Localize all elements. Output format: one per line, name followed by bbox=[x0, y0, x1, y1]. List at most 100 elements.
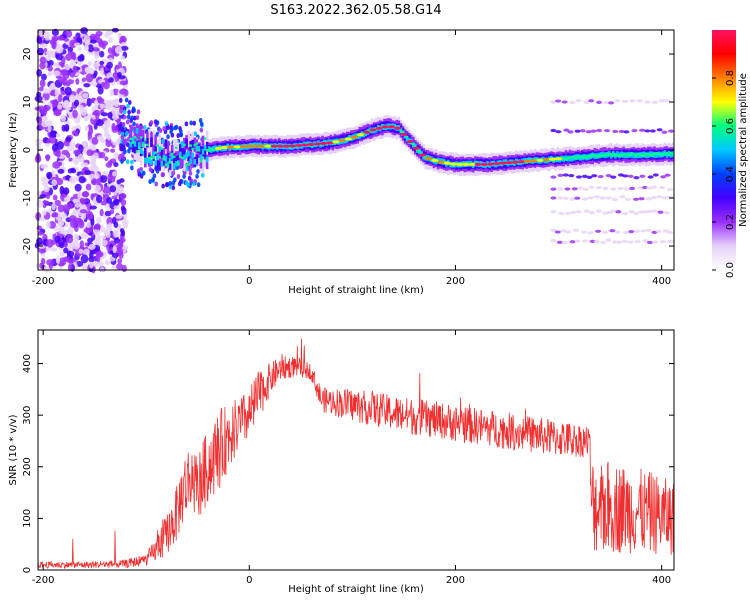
spectral-cell bbox=[197, 149, 201, 152]
spectral-cell bbox=[156, 160, 159, 171]
y-tick-label: 400 bbox=[22, 354, 33, 373]
spectral-cell bbox=[148, 156, 151, 160]
spectral-cell bbox=[35, 147, 44, 152]
spectral-cell bbox=[657, 210, 664, 214]
spectral-cell bbox=[320, 141, 328, 145]
spectral-cell bbox=[574, 157, 578, 160]
spectral-cell bbox=[144, 157, 147, 164]
spectral-cell bbox=[87, 60, 92, 67]
spectral-cell bbox=[39, 56, 47, 65]
spectral-cell bbox=[388, 125, 396, 129]
spectral-cell bbox=[671, 152, 675, 156]
spectral-cell bbox=[51, 179, 58, 186]
spectral-cell bbox=[54, 235, 61, 244]
spectral-cell bbox=[79, 240, 85, 250]
y-tick-label: -20 bbox=[22, 238, 33, 254]
spectral-cell bbox=[627, 174, 634, 178]
spectral-cell bbox=[63, 99, 70, 108]
y-tick-label: 10 bbox=[22, 96, 33, 109]
spectral-cell bbox=[122, 138, 126, 144]
y-tick-label: 100 bbox=[22, 509, 33, 528]
spectral-cell bbox=[616, 151, 619, 157]
spectral-cell bbox=[661, 153, 665, 156]
spectral-cell bbox=[51, 28, 59, 36]
spectral-cell bbox=[400, 132, 408, 136]
spectral-cell bbox=[108, 36, 113, 43]
spectral-cell bbox=[109, 185, 117, 193]
spectral-cell bbox=[199, 154, 203, 161]
spectral-cell bbox=[183, 170, 187, 176]
spectral-cell bbox=[133, 126, 137, 142]
spectral-cell bbox=[587, 196, 594, 200]
spectral-cell bbox=[87, 113, 93, 119]
spectral-cell bbox=[63, 241, 68, 248]
spectral-cell bbox=[561, 100, 568, 104]
spectral-cell bbox=[602, 186, 609, 191]
spectral-cell bbox=[125, 142, 130, 148]
spectral-cell bbox=[607, 152, 611, 156]
spectral-cell bbox=[36, 237, 43, 246]
spectral-cell bbox=[67, 46, 74, 53]
spectral-cell bbox=[569, 197, 576, 201]
spectral-cell bbox=[565, 230, 572, 234]
spectral-cell bbox=[634, 154, 638, 157]
spectral-cell bbox=[64, 197, 69, 203]
spectral-cell bbox=[642, 154, 646, 157]
spectral-cell bbox=[357, 133, 365, 137]
spectral-cell bbox=[131, 137, 135, 144]
spectral-cell bbox=[82, 248, 90, 257]
spectral-cell bbox=[628, 230, 635, 234]
spectral-cell bbox=[332, 140, 340, 144]
colorbar-tick-label: 0.8 bbox=[725, 70, 736, 86]
spectral-cell bbox=[61, 229, 70, 236]
spectral-cell bbox=[550, 238, 557, 243]
spectral-cell bbox=[84, 125, 90, 132]
spectral-cell bbox=[575, 210, 582, 214]
spectral-cell bbox=[185, 141, 188, 163]
spectral-cell bbox=[141, 143, 145, 147]
y-tick-label: 0 bbox=[22, 147, 33, 153]
spectral-cell bbox=[575, 99, 582, 103]
spectral-cell bbox=[111, 113, 119, 121]
spectral-cell bbox=[137, 146, 141, 150]
spectral-cell bbox=[93, 50, 100, 59]
spectral-cell bbox=[97, 97, 105, 104]
spectral-cell bbox=[201, 156, 205, 160]
spectral-cell bbox=[53, 98, 59, 108]
spectral-cell bbox=[610, 175, 617, 179]
spectral-cell bbox=[542, 158, 550, 162]
spectral-cell bbox=[88, 255, 95, 263]
spectral-cell bbox=[37, 231, 44, 236]
spectral-cell bbox=[125, 119, 130, 125]
spectral-cell bbox=[122, 109, 127, 115]
spectral-cell bbox=[588, 99, 595, 103]
spectral-cell bbox=[93, 152, 99, 160]
colorbar-gradient bbox=[712, 30, 736, 270]
spectral-cell bbox=[610, 187, 617, 191]
spectral-cell bbox=[36, 225, 42, 231]
spectral-cell bbox=[588, 185, 595, 189]
spectral-cell bbox=[85, 183, 92, 191]
spectral-cell bbox=[68, 157, 73, 162]
spectral-cell bbox=[160, 147, 164, 150]
spectral-cell bbox=[636, 99, 643, 103]
spectral-cell bbox=[168, 161, 172, 164]
spectral-cell bbox=[401, 131, 405, 134]
spectral-cell bbox=[107, 222, 113, 231]
spectral-cell bbox=[659, 153, 662, 156]
spectral-cell bbox=[61, 149, 69, 156]
colorbar-tick-label: 0.0 bbox=[725, 262, 736, 278]
spectral-cell bbox=[81, 191, 89, 198]
spectral-cell bbox=[591, 154, 594, 157]
spectral-cell bbox=[493, 162, 501, 166]
spectral-cell bbox=[505, 161, 513, 165]
spectral-cell bbox=[587, 231, 594, 235]
spectral-cell bbox=[104, 100, 112, 105]
spectral-cell bbox=[605, 238, 612, 242]
spectral-cell bbox=[557, 187, 564, 191]
spectral-cell bbox=[599, 152, 603, 158]
spectral-cell bbox=[289, 144, 297, 148]
spectral-cell bbox=[41, 120, 49, 128]
spectral-cell bbox=[83, 35, 91, 45]
